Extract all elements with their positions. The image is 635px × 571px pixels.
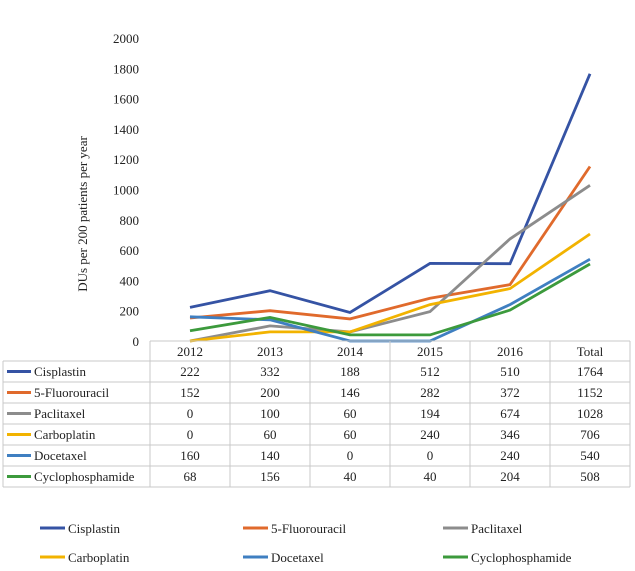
legend-label: Paclitaxel (471, 521, 523, 536)
table-cell-value: 160 (180, 448, 200, 463)
y-tick-label: 200 (120, 304, 140, 319)
legend-label: Cyclophosphamide (471, 550, 572, 565)
x-category-label: 2012 (177, 344, 203, 359)
series-line-cyclophosphamide (189, 262, 591, 337)
y-axis-title: DUs per 200 patients per year (75, 136, 90, 292)
table-cell-value: 508 (580, 469, 600, 484)
table-row-label: 5-Fluorouracil (34, 385, 109, 400)
table-cell-value: 100 (260, 406, 280, 421)
table-cell-value: 40 (424, 469, 437, 484)
x-category-label: Total (577, 344, 604, 359)
y-axis-tick-labels: 0 200 400 600 800 1000 1200 1400 1600 1800 2000 (113, 31, 139, 349)
table-cell-value: 510 (500, 364, 520, 379)
table-cell-value: 512 (420, 364, 440, 379)
table-cell-value: 60 (344, 427, 357, 442)
table-cell-value: 188 (340, 364, 360, 379)
table-row-label: Cyclophosphamide (34, 469, 135, 484)
table-cell-value: 200 (260, 385, 280, 400)
table-row-label: Docetaxel (34, 448, 87, 463)
legend-item: Paclitaxel (443, 521, 523, 536)
legend-item: Cyclophosphamide (443, 550, 572, 565)
table-cell-value: 1152 (577, 385, 603, 400)
table-cell-value: 332 (260, 364, 280, 379)
legend-label: 5-Fluorouracil (271, 521, 346, 536)
plot-area (189, 73, 592, 343)
series-line-cisplastin (189, 73, 592, 315)
table-cell-value: 194 (420, 406, 440, 421)
table-cell-value: 706 (580, 427, 600, 442)
table-cell-value: 146 (340, 385, 360, 400)
table-cell-value: 346 (500, 427, 520, 442)
table-cell-value: 68 (184, 469, 197, 484)
table-cell-value: 60 (344, 406, 357, 421)
y-tick-label: 1600 (113, 92, 139, 107)
y-tick-label: 800 (120, 213, 140, 228)
table-cell-value: 282 (420, 385, 440, 400)
y-tick-label: 0 (133, 334, 140, 349)
table-cell-value: 540 (580, 448, 600, 463)
table-cell-value: 240 (500, 448, 520, 463)
legend-item: 5-Fluorouracil (243, 521, 346, 536)
y-tick-label: 2000 (113, 31, 139, 46)
table-cell-value: 0 (347, 448, 354, 463)
table-cell-value: 140 (260, 448, 280, 463)
table-cell-value: 240 (420, 427, 440, 442)
y-tick-label: 1200 (113, 152, 139, 167)
table-cell-value: 222 (180, 364, 200, 379)
table-cell-value: 156 (260, 469, 280, 484)
table-cell-value: 204 (500, 469, 520, 484)
y-tick-label: 1000 (113, 183, 139, 198)
x-category-label: 2014 (337, 344, 364, 359)
data-table: 2012 2013 2014 2015 2016 Total Cisplastin 222 33… (2, 340, 631, 488)
series-line-carboplatin (189, 232, 591, 343)
table-row-label: Paclitaxel (34, 406, 86, 421)
y-tick-label: 1400 (113, 122, 139, 137)
legend-item: Cisplastin (40, 521, 121, 536)
legend-label: Docetaxel (271, 550, 324, 565)
y-tick-label: 600 (120, 243, 140, 258)
series-line-paclitaxel (189, 184, 591, 343)
table-cell-value: 0 (187, 406, 194, 421)
x-category-label: 2015 (417, 344, 443, 359)
series-line-5-fluorouracil (189, 165, 592, 321)
table-cell-value: 0 (427, 448, 434, 463)
table-cell-value: 0 (187, 427, 194, 442)
legend-item: Carboplatin (40, 550, 130, 565)
table-row-label: Carboplatin (34, 427, 96, 442)
x-category-label: 2013 (257, 344, 283, 359)
table-cell-value: 152 (180, 385, 200, 400)
table-cell-value: 40 (344, 469, 357, 484)
table-cell-value: 1028 (577, 406, 603, 421)
legend-item: Docetaxel (243, 550, 324, 565)
table-cell-value: 372 (500, 385, 520, 400)
legend-label: Carboplatin (68, 550, 130, 565)
x-category-label: 2016 (497, 344, 524, 359)
y-tick-label: 1800 (113, 61, 139, 76)
table-cell-value: 674 (500, 406, 520, 421)
y-tick-label: 400 (120, 273, 140, 288)
legend-label: Cisplastin (68, 521, 121, 536)
table-row-label: Cisplastin (34, 364, 87, 379)
table-cell-value: 1764 (577, 364, 604, 379)
legend: Cisplastin 5-Fluorouracil Paclitaxel Carbop… (40, 521, 572, 565)
table-cell-value: 60 (264, 427, 277, 442)
